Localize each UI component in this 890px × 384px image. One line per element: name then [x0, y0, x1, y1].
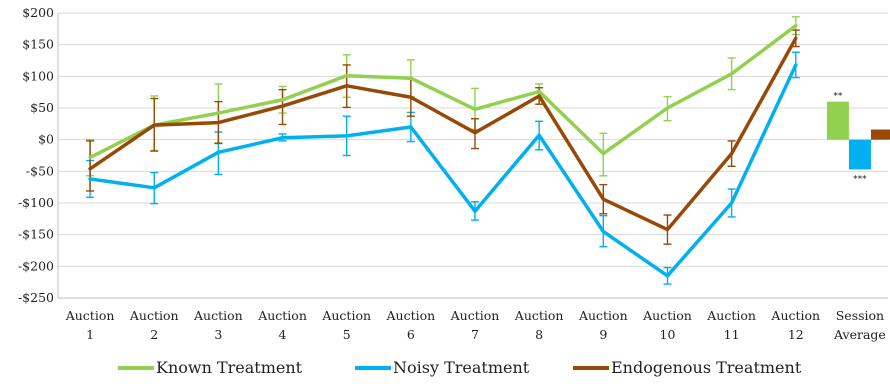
- axes: [57, 13, 888, 299]
- x-tick-label: Auction: [642, 308, 692, 323]
- session-average-bar: [870, 129, 890, 140]
- x-tick-label: Auction: [706, 308, 756, 323]
- y-tick-label: -$200: [18, 258, 54, 273]
- x-tick-label: Average: [833, 327, 886, 342]
- x-tick-label: 6: [407, 327, 415, 342]
- x-tick-label: 11: [724, 327, 740, 342]
- legend-label: Noisy Treatment: [393, 358, 530, 377]
- series-line: [88, 63, 798, 278]
- y-tick-label: $50: [30, 100, 54, 115]
- x-tick-label: Auction: [65, 308, 115, 323]
- x-tick-label: Auction: [514, 308, 564, 323]
- x-tick-label: Auction: [770, 308, 820, 323]
- x-tick-label: 10: [660, 327, 676, 342]
- x-tick-label: Auction: [450, 308, 500, 323]
- y-tick-label: -$150: [18, 227, 54, 242]
- session-average-bar: [826, 101, 849, 140]
- significance-label: **: [833, 92, 843, 102]
- x-tick-label: 12: [788, 327, 804, 342]
- x-tick-label: 1: [86, 327, 94, 342]
- x-tick-label: Auction: [386, 308, 436, 323]
- x-tick-label: 4: [279, 327, 287, 342]
- x-tick-labels: Auction 1 Auction 2 Auction 3 Auction 4 Auction 5…: [65, 308, 886, 342]
- x-tick-label: Auction: [321, 308, 371, 323]
- x-tick-label: 2: [150, 327, 158, 342]
- legend: Known Treatment Noisy Treatment Endogenous…: [118, 358, 802, 377]
- gridlines: [58, 12, 888, 299]
- session-average-bar: [848, 139, 871, 170]
- x-tick-label: 5: [343, 327, 351, 342]
- y-tick-label: $0: [38, 132, 54, 147]
- significance-label: ***: [853, 174, 867, 184]
- x-tick-label: Session: [836, 308, 884, 323]
- x-tick-label: Auction: [257, 308, 307, 323]
- x-tick-label: 9: [599, 327, 607, 342]
- y-tick-label: -$250: [18, 290, 54, 305]
- series-line: [88, 23, 798, 160]
- x-tick-label: 7: [471, 327, 479, 342]
- y-tick-label: -$50: [26, 163, 54, 178]
- x-tick-label: 8: [535, 327, 543, 342]
- y-tick-label: $100: [22, 68, 54, 83]
- x-tick-label: Auction: [578, 308, 628, 323]
- series-lines: [88, 23, 798, 278]
- x-tick-label: Auction: [193, 308, 243, 323]
- y-tick-label: $150: [22, 37, 54, 52]
- session-average-bars: *****: [826, 92, 890, 184]
- y-tick-label: $200: [22, 5, 54, 20]
- x-tick-label: Auction: [129, 308, 179, 323]
- error-bars: [86, 16, 800, 285]
- legend-label: Endogenous Treatment: [611, 358, 802, 377]
- y-tick-labels: $200 $150 $100 $50 $0 -$50 -$100 -$150 -$200 -$25…: [18, 5, 54, 305]
- x-tick-label: 3: [214, 327, 222, 342]
- series-line: [88, 36, 798, 232]
- y-tick-label: -$100: [18, 195, 54, 210]
- legend-label: Known Treatment: [156, 358, 303, 377]
